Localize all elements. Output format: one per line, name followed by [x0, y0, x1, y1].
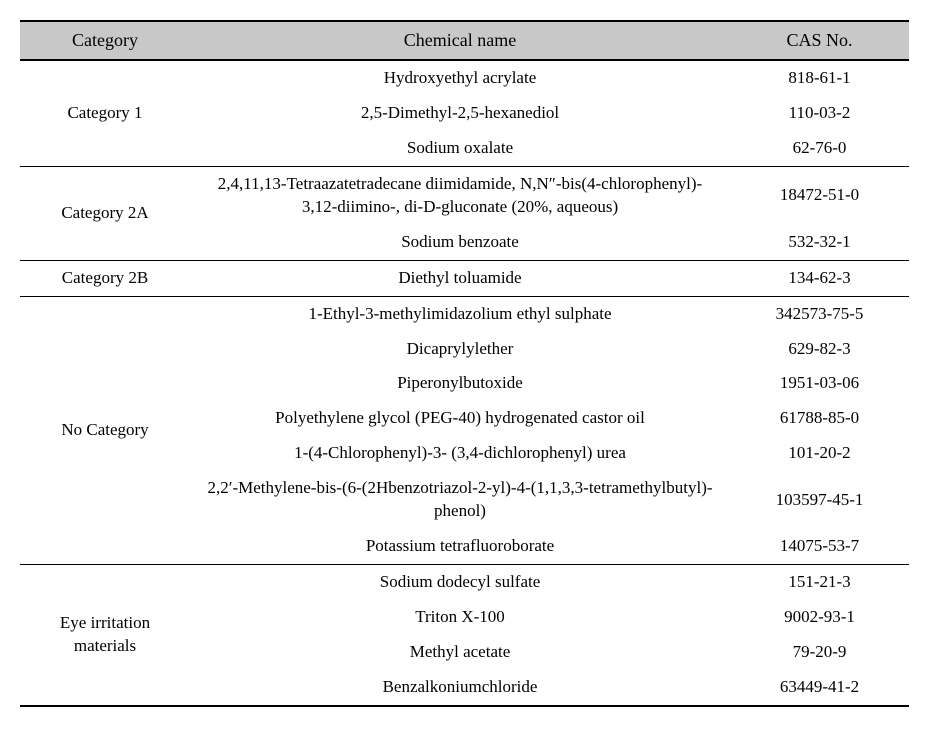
chem-cell: 2,2′-Methylene-bis-(6-(2Hbenzotriazol-2-… — [190, 471, 730, 529]
category-cell: Category 2B — [20, 260, 190, 296]
category-cell: No Category — [20, 296, 190, 565]
table-header: Category Chemical name CAS No. — [20, 21, 909, 60]
cas-cell: 62-76-0 — [730, 131, 909, 166]
cas-cell: 818-61-1 — [730, 60, 909, 96]
chem-cell: Potassium tetrafluoroborate — [190, 529, 730, 564]
cas-cell: 342573-75-5 — [730, 296, 909, 331]
chem-cell: 1-Ethyl-3-methylimidazolium ethyl sulpha… — [190, 296, 730, 331]
category-cell: Category 2A — [20, 166, 190, 260]
col-header-category: Category — [20, 21, 190, 60]
cas-cell: 63449-41-2 — [730, 670, 909, 706]
cas-cell: 532-32-1 — [730, 225, 909, 260]
cas-cell: 103597-45-1 — [730, 471, 909, 529]
col-header-cas: CAS No. — [730, 21, 909, 60]
cas-cell: 110-03-2 — [730, 96, 909, 131]
chem-cell: Hydroxyethyl acrylate — [190, 60, 730, 96]
chem-cell: Sodium dodecyl sulfate — [190, 565, 730, 600]
chem-cell: Sodium oxalate — [190, 131, 730, 166]
chem-cell: Methyl acetate — [190, 635, 730, 670]
chem-cell: 1-(4-Chlorophenyl)-3- (3,4-dichloropheny… — [190, 436, 730, 471]
table-body: Category 1 Hydroxyethyl acrylate 818-61-… — [20, 60, 909, 706]
chem-cell: Benzalkoniumchloride — [190, 670, 730, 706]
chem-cell: 2,5-Dimethyl-2,5-hexanediol — [190, 96, 730, 131]
cas-cell: 629-82-3 — [730, 332, 909, 367]
category-cell: Eye irritation materials — [20, 565, 190, 706]
cas-cell: 18472-51-0 — [730, 166, 909, 224]
cas-cell: 1951-03-06 — [730, 366, 909, 401]
cas-cell: 151-21-3 — [730, 565, 909, 600]
chem-cell: Diethyl toluamide — [190, 260, 730, 296]
chem-cell: Dicaprylylether — [190, 332, 730, 367]
col-header-chemical: Chemical name — [190, 21, 730, 60]
category-cell: Category 1 — [20, 60, 190, 166]
cas-cell: 79-20-9 — [730, 635, 909, 670]
cas-cell: 101-20-2 — [730, 436, 909, 471]
chem-cell: Polyethylene glycol (PEG-40) hydrogenate… — [190, 401, 730, 436]
cas-cell: 14075-53-7 — [730, 529, 909, 564]
chem-cell: 2,4,11,13-Tetraazatetradecane diimidamid… — [190, 166, 730, 224]
chem-cell: Triton X-100 — [190, 600, 730, 635]
chem-cell: Sodium benzoate — [190, 225, 730, 260]
cas-cell: 134-62-3 — [730, 260, 909, 296]
chemical-table: Category Chemical name CAS No. Category … — [20, 20, 909, 707]
cas-cell: 61788-85-0 — [730, 401, 909, 436]
chem-cell: Piperonylbutoxide — [190, 366, 730, 401]
cas-cell: 9002-93-1 — [730, 600, 909, 635]
